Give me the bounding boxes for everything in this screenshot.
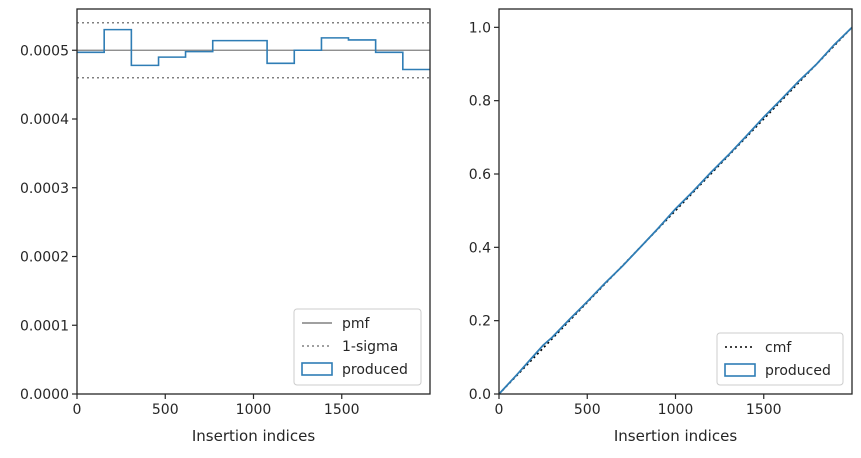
legend-label-pmf: pmf bbox=[342, 316, 371, 332]
x-tick-label: 500 bbox=[152, 402, 179, 418]
y-tick-label: 1.0 bbox=[469, 20, 491, 36]
y-tick-label: 0.0002 bbox=[20, 250, 69, 266]
panel-1: 0 500 1000 1500 0.0000 0.0001 0.0002 0.0003 0.00… bbox=[20, 8, 431, 445]
y-tick-label: 0.0000 bbox=[20, 387, 69, 403]
x-tick-label: 1000 bbox=[236, 402, 272, 418]
y-tick-label: 0.0 bbox=[469, 387, 491, 403]
x-axis-label: Insertion indices bbox=[614, 427, 737, 445]
y-tick-label: 0.0005 bbox=[20, 43, 69, 59]
x-tick-label: 0 bbox=[495, 402, 504, 418]
legend: cmf produced bbox=[716, 332, 844, 386]
legend-box bbox=[716, 332, 844, 386]
legend-swatch-produced bbox=[724, 363, 756, 377]
legend-swatch-produced bbox=[301, 362, 333, 376]
y-tick-label: 0.0001 bbox=[20, 318, 69, 334]
panel-2: 0 500 1000 1500 0.0 0.2 0.4 0.6 0.8 1.0 Insertion … bbox=[469, 8, 853, 445]
y-tick-label: 0.0004 bbox=[20, 112, 69, 128]
x-tick-label: 0 bbox=[73, 402, 82, 418]
legend-label-cmf: cmf bbox=[765, 340, 792, 356]
legend: pmf 1-sigma produced bbox=[293, 308, 422, 386]
legend-label-produced: produced bbox=[765, 363, 831, 379]
x-tick-label: 1000 bbox=[658, 402, 694, 418]
y-tick-label: 0.0003 bbox=[20, 181, 69, 197]
legend-box bbox=[293, 308, 422, 386]
x-axis-label: Insertion indices bbox=[192, 427, 315, 445]
x-tick-label: 1500 bbox=[746, 402, 782, 418]
y-tick-label: 0.2 bbox=[469, 314, 491, 330]
series-step-produced bbox=[77, 28, 430, 71]
y-tick-label: 0.8 bbox=[469, 94, 491, 110]
y-tick-label: 0.4 bbox=[469, 240, 491, 256]
y-tick-label: 0.6 bbox=[469, 167, 491, 183]
x-tick-label: 500 bbox=[574, 402, 601, 418]
legend-label-produced: produced bbox=[342, 362, 408, 378]
x-tick-label: 1500 bbox=[324, 402, 360, 418]
series-line-produced bbox=[498, 26, 853, 395]
legend-label-1-sigma: 1-sigma bbox=[342, 339, 398, 355]
